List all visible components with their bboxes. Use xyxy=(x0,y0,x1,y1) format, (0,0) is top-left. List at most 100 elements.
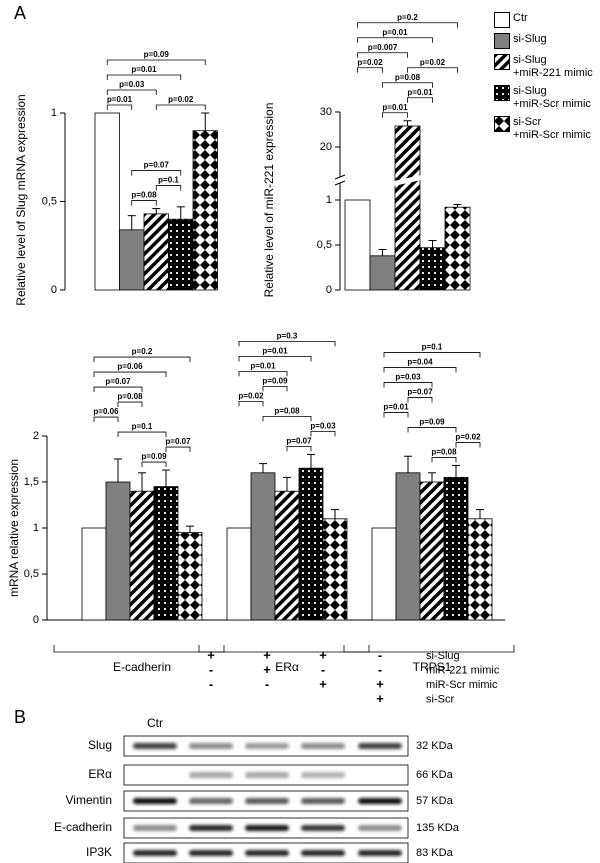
comparison-label: p=0.2 xyxy=(132,347,153,356)
comparison-label: p=0.02 xyxy=(357,58,383,67)
blot-size: 83 KDa xyxy=(416,847,454,859)
condition-label: miR-221 mimic xyxy=(426,664,500,676)
y-tick-label: 0 xyxy=(326,284,332,296)
comparison-label: p=0.2 xyxy=(397,13,418,22)
blot-band xyxy=(189,825,233,831)
comparison-bracket xyxy=(357,22,458,28)
y-tick-label: 0,5 xyxy=(317,239,332,251)
comparison-bracket xyxy=(131,200,157,206)
blot-band xyxy=(245,850,289,856)
comparison-bracket xyxy=(93,416,119,423)
category-bracket xyxy=(343,645,515,653)
comparison-bracket xyxy=(131,170,182,176)
blot-band xyxy=(133,825,177,831)
comparison-label: p=0.04 xyxy=(407,358,433,367)
legend-swatch-box xyxy=(494,33,510,49)
legend-swatch xyxy=(494,116,510,132)
comparison-bracket xyxy=(407,67,458,73)
comparison-bracket xyxy=(93,371,167,378)
y-axis-label: Relative level of miR-221 expression xyxy=(262,103,276,298)
legend-label: si-Scr +miR-Scr mimic xyxy=(513,116,591,141)
comparison-label: p=0.08 xyxy=(431,448,457,457)
bar xyxy=(192,130,218,291)
condition-sign: + xyxy=(263,662,271,677)
comparison-label: p=0.06 xyxy=(93,407,119,416)
comparison-label: p=0.02 xyxy=(455,433,481,442)
legend-label: si-Slug +miR-221 mimic xyxy=(513,54,593,79)
condition-sign: + xyxy=(263,647,271,662)
blot-band xyxy=(189,798,233,804)
legend-swatch-box xyxy=(494,12,510,28)
bar xyxy=(344,199,371,291)
y-tick-label: 1 xyxy=(51,107,57,119)
comparison-bracket xyxy=(286,446,312,452)
bar xyxy=(226,527,252,621)
bar xyxy=(119,229,145,291)
legend-swatch xyxy=(494,33,510,49)
comparison-label: p=0.03 xyxy=(119,80,145,89)
legend-entry: Ctr xyxy=(494,12,600,28)
bar xyxy=(322,518,348,621)
comparison-label: p=0.03 xyxy=(310,422,336,431)
comparison-label: p=0.08 xyxy=(117,392,143,401)
comparison-bracket xyxy=(383,352,481,358)
blot-band xyxy=(301,743,345,749)
comparison-bracket xyxy=(407,427,457,433)
y-tick-label: 2 xyxy=(33,430,39,442)
blot-band xyxy=(245,743,289,749)
y-tick-label: 1 xyxy=(326,194,332,206)
panel-label: A xyxy=(14,3,26,23)
comparison-bracket xyxy=(117,431,167,438)
comparison-label: p=0.007 xyxy=(368,43,398,52)
y-tick-label: 0 xyxy=(51,284,57,296)
y-tick-label: 0 xyxy=(33,614,39,626)
bar xyxy=(371,527,397,621)
comparison-bracket xyxy=(93,356,191,363)
comparison-label: p=0.3 xyxy=(277,332,298,341)
condition-sign: + xyxy=(376,691,384,706)
comparison-bracket xyxy=(106,104,133,110)
category-bracket xyxy=(198,645,370,653)
comparison-bracket xyxy=(357,37,433,43)
comparison-bracket xyxy=(106,89,157,95)
comparison-label: p=0.09 xyxy=(141,452,167,461)
comparison-label: p=0.01 xyxy=(107,95,133,104)
legend-swatch xyxy=(494,85,510,101)
comparison-label: p=0.1 xyxy=(158,176,179,185)
blot-size: 135 KDa xyxy=(416,822,460,834)
blot-band xyxy=(301,850,345,856)
y-axis-label: Relative level of Slug mRNA expression xyxy=(14,94,28,305)
comparison-bracket xyxy=(165,446,191,453)
blot-band xyxy=(358,772,402,778)
comparison-label: p=0.07 xyxy=(165,437,191,446)
legend-swatch-box xyxy=(494,85,510,101)
comparison-label: p=0.08 xyxy=(274,407,300,416)
blot-label: E-cadherin xyxy=(54,820,112,834)
comparison-bracket xyxy=(382,82,433,88)
legend-entry: si-Slug +miR-221 mimic xyxy=(494,54,600,80)
blot-band xyxy=(301,798,345,804)
comparison-bracket xyxy=(155,185,182,191)
blot-band xyxy=(358,825,402,831)
blot-label: Vimentin xyxy=(66,793,112,807)
comparison-label: p=0.07 xyxy=(105,377,131,386)
blot-label: IP3K xyxy=(86,845,112,859)
comparison-bracket xyxy=(238,401,264,407)
condition-sign: + xyxy=(319,676,327,691)
y-axis-label: mRNA relative expression xyxy=(7,459,21,597)
bar xyxy=(274,490,300,621)
axis-break xyxy=(334,174,346,180)
bar xyxy=(250,472,276,621)
comparison-bracket xyxy=(238,341,336,347)
comparison-label: p=0.08 xyxy=(131,191,157,200)
bar xyxy=(419,481,445,621)
comparison-label: p=0.09 xyxy=(262,377,288,386)
y-tick-label: 30 xyxy=(320,106,332,118)
condition-sign: + xyxy=(376,676,384,691)
bar xyxy=(444,206,471,291)
bar xyxy=(394,125,421,291)
comparison-label: p=0.01 xyxy=(382,103,408,112)
blot-band xyxy=(301,825,345,831)
comparison-bracket xyxy=(455,442,481,448)
